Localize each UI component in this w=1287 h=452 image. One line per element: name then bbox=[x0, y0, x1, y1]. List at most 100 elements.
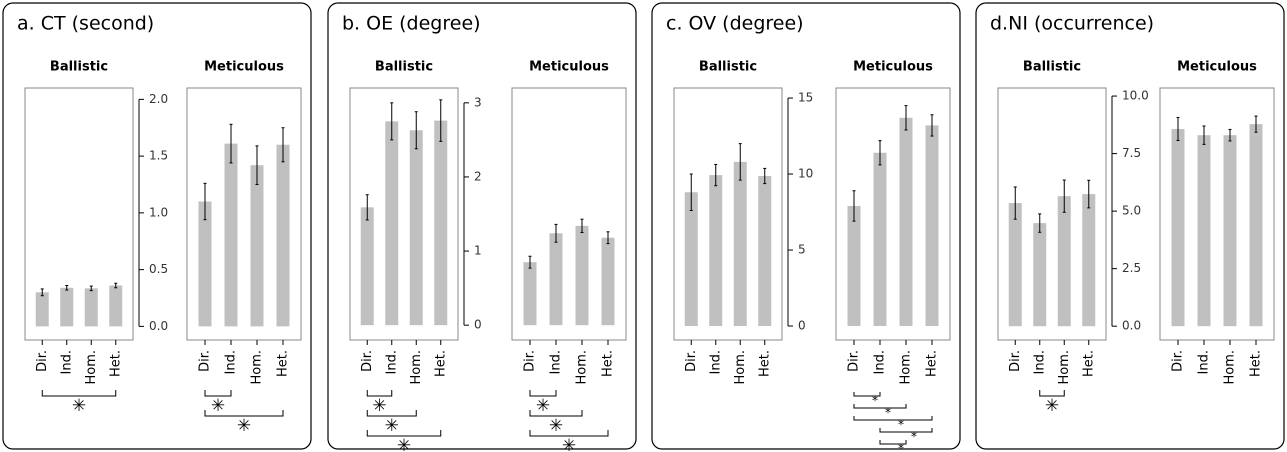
y-tick-label: 5 bbox=[798, 243, 806, 257]
subplot-title: Meticulous bbox=[1177, 60, 1257, 75]
significance-bracket bbox=[366, 430, 442, 437]
x-tick-label: Dir. bbox=[847, 350, 862, 372]
subplot-title: Ballistic bbox=[375, 60, 433, 75]
x-tick-label: Het. bbox=[1081, 350, 1096, 377]
subplot-title: Ballistic bbox=[1023, 60, 1081, 75]
significance-bracket bbox=[879, 440, 907, 445]
significance-bracket bbox=[204, 410, 284, 417]
x-tick-label: Het. bbox=[276, 350, 291, 377]
bar bbox=[1171, 128, 1185, 327]
x-tick-label: Ind. bbox=[873, 350, 888, 374]
plot-box bbox=[511, 87, 627, 341]
significance-label: ✳ bbox=[1045, 396, 1059, 416]
significance-bracket bbox=[853, 392, 881, 397]
subplot-title: Meticulous bbox=[529, 60, 609, 75]
bar bbox=[385, 121, 399, 326]
bar bbox=[1033, 223, 1047, 327]
significance-bracket bbox=[41, 390, 117, 397]
x-tick-label: Hom. bbox=[899, 350, 914, 385]
bar bbox=[575, 225, 589, 326]
panel-frame bbox=[327, 2, 637, 450]
y-tick-label: 1.0 bbox=[149, 205, 168, 219]
significance-bracket bbox=[853, 404, 907, 409]
x-tick-label: Dir. bbox=[35, 350, 50, 372]
x-tick-label: Hom. bbox=[733, 350, 748, 385]
bar bbox=[925, 125, 939, 327]
x-tick-label: Het. bbox=[601, 350, 616, 377]
significance-bracket bbox=[1039, 390, 1065, 397]
y-tick-label: 0.0 bbox=[149, 319, 168, 333]
bar bbox=[1008, 203, 1022, 327]
bar bbox=[35, 292, 49, 327]
y-tick-label: 1.5 bbox=[149, 149, 168, 163]
x-tick-label: Dir. bbox=[198, 350, 213, 372]
significance-label: * bbox=[898, 442, 904, 452]
subplot-title: Meticulous bbox=[204, 60, 284, 75]
bar bbox=[733, 161, 747, 327]
subplot-title: Ballistic bbox=[699, 60, 757, 75]
significance-bracket bbox=[853, 416, 933, 421]
bar bbox=[250, 165, 264, 327]
bar bbox=[873, 152, 887, 327]
bar bbox=[1249, 124, 1263, 327]
bar bbox=[899, 117, 913, 327]
x-tick-label: Ind. bbox=[224, 350, 239, 374]
significance-label: ✳ bbox=[211, 396, 225, 416]
panel: d.NI (occurrence) 0.0 2.5 5.0 7.5 10.0 Ballist… bbox=[975, 2, 1285, 450]
significance-label: ✳ bbox=[397, 436, 411, 452]
plot-box bbox=[997, 87, 1107, 341]
x-tick-label: Dir. bbox=[523, 350, 538, 372]
panel: c. OV (degree) 0 5 10 15 Ballistic Dir. Ind. Hom… bbox=[651, 2, 961, 452]
significance-label: ✳ bbox=[372, 396, 386, 416]
y-tick-label: 5.0 bbox=[1122, 204, 1141, 218]
significance-label: * bbox=[911, 430, 917, 444]
plot-box bbox=[673, 87, 783, 341]
x-tick-label: Hom. bbox=[409, 350, 424, 385]
bar bbox=[409, 130, 423, 326]
plot-box bbox=[835, 87, 951, 341]
x-tick-label: Ind. bbox=[708, 350, 723, 374]
significance-bracket bbox=[204, 390, 232, 397]
panel-title: d.NI (occurrence) bbox=[990, 13, 1154, 35]
x-tick-label: Dir. bbox=[684, 350, 699, 372]
x-tick-label: Hom. bbox=[1057, 350, 1072, 385]
x-tick-label: Ind. bbox=[384, 350, 399, 374]
significance-label: ✳ bbox=[237, 416, 251, 436]
bar bbox=[276, 144, 290, 327]
panel-title: a. CT (second) bbox=[17, 13, 154, 35]
y-tick-label: 1 bbox=[474, 244, 482, 258]
bar bbox=[224, 143, 238, 327]
subplot-title: Meticulous bbox=[853, 60, 933, 75]
significance-label: * bbox=[898, 418, 904, 432]
bar bbox=[758, 176, 772, 327]
bar bbox=[1223, 135, 1237, 327]
y-tick-label: 15 bbox=[798, 91, 813, 105]
panel-frame bbox=[975, 2, 1285, 450]
panel-frame bbox=[651, 2, 961, 450]
y-tick-label: 7.5 bbox=[1122, 146, 1141, 160]
significance-label: ✳ bbox=[562, 436, 576, 452]
bar bbox=[523, 262, 537, 326]
bar bbox=[601, 237, 615, 326]
bar bbox=[684, 192, 698, 327]
x-tick-label: Hom. bbox=[84, 350, 99, 385]
x-tick-label: Het. bbox=[1249, 350, 1264, 377]
bar bbox=[60, 287, 74, 327]
panel: a. CT (second) 0.0 0.5 1.0 1.5 2.0 Ballistic Di… bbox=[2, 2, 312, 450]
subplot-title: Ballistic bbox=[50, 60, 108, 75]
panel-title: b. OE (degree) bbox=[342, 13, 481, 35]
bar bbox=[84, 288, 98, 327]
significance-label: ✳ bbox=[536, 396, 550, 416]
x-tick-label: Het. bbox=[757, 350, 772, 377]
significance-bracket bbox=[879, 428, 933, 433]
y-tick-label: 10 bbox=[798, 167, 813, 181]
x-tick-label: Dir. bbox=[1171, 350, 1186, 372]
significance-label: ✳ bbox=[549, 416, 563, 436]
plot-box bbox=[349, 87, 459, 341]
y-tick-label: 2 bbox=[474, 169, 482, 183]
x-tick-label: Hom. bbox=[1223, 350, 1238, 385]
x-tick-label: Het. bbox=[433, 350, 448, 377]
y-tick-label: 0 bbox=[474, 318, 482, 332]
significance-bracket bbox=[529, 410, 583, 417]
